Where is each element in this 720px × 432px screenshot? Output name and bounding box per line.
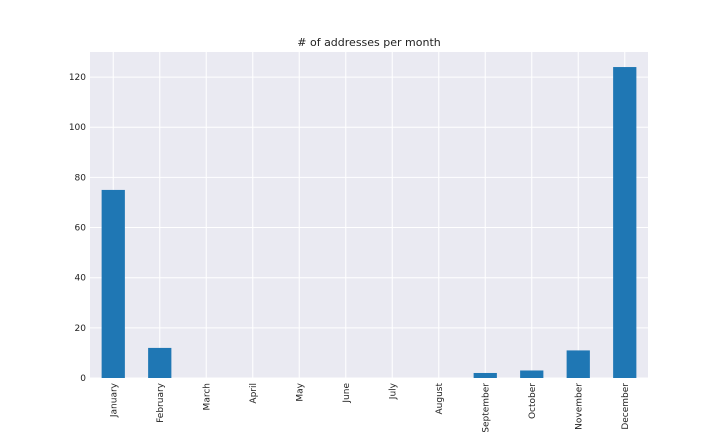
x-tick-label-december: December bbox=[621, 383, 631, 430]
y-tick-label: 20 bbox=[75, 324, 87, 334]
x-tick-label-september: September bbox=[481, 383, 491, 432]
x-tick-label-january: January bbox=[109, 382, 119, 418]
bars bbox=[101, 67, 637, 379]
y-tick-label: 40 bbox=[75, 274, 87, 284]
y-tick-label: 100 bbox=[69, 123, 86, 133]
x-tick-label-march: March bbox=[202, 383, 212, 410]
x-tick-label-july: July bbox=[388, 382, 398, 400]
x-axis-ticks: January February March April May June July Augu… bbox=[109, 382, 631, 432]
x-tick-label-february: February bbox=[156, 382, 166, 423]
x-tick-label-may: May bbox=[295, 382, 305, 401]
chart-title: # of addresses per month bbox=[297, 36, 441, 49]
x-tick-label-june: June bbox=[342, 383, 352, 404]
y-tick-label: 120 bbox=[69, 73, 86, 83]
y-tick-label: 0 bbox=[80, 374, 86, 384]
y-tick-label: 60 bbox=[75, 224, 87, 234]
x-tick-label-august: August bbox=[435, 383, 445, 415]
grid-lines bbox=[90, 52, 648, 379]
x-tick-label-november: November bbox=[574, 383, 584, 430]
bar-february bbox=[148, 347, 172, 378]
bar-october bbox=[520, 370, 544, 378]
y-axis-ticks: 0 20 40 60 80 100 120 bbox=[69, 73, 86, 384]
bar-january bbox=[101, 189, 125, 378]
y-tick-label: 80 bbox=[75, 173, 87, 183]
bar-december bbox=[613, 67, 637, 379]
bar-september bbox=[473, 372, 497, 378]
x-tick-label-april: April bbox=[249, 383, 259, 404]
plot-background bbox=[90, 52, 648, 378]
bar-november bbox=[566, 350, 590, 378]
x-tick-label-october: October bbox=[528, 383, 538, 419]
